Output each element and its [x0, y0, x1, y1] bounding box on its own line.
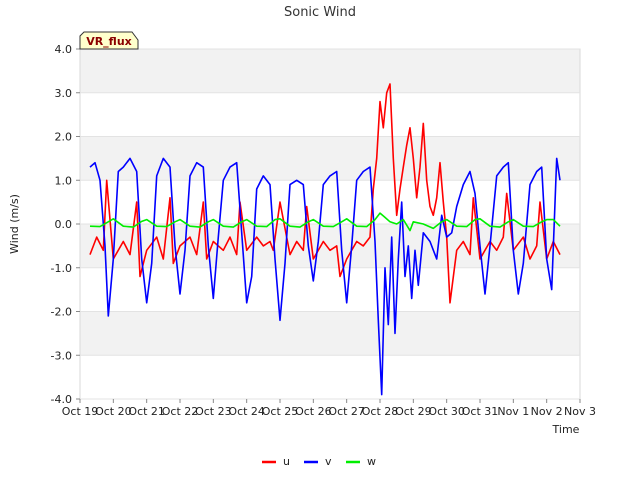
- y-tick-label: 2.0: [55, 131, 73, 144]
- y-axis: 4.0 3.0 2.0 1.0 0.0 -1.0 -2.0 -3.0 -4.0: [51, 43, 580, 406]
- legend: u v w: [262, 455, 376, 468]
- x-tick-label: Oct 29: [395, 405, 432, 418]
- series-lines: [89, 83, 561, 396]
- y-tick-label: 1.0: [55, 174, 73, 187]
- site-badge: VR_flux: [79, 31, 139, 50]
- x-tick-label: Oct 28: [362, 405, 399, 418]
- background-band: [80, 92, 580, 137]
- site-badge-box: [79, 31, 139, 50]
- background-band: [80, 136, 580, 181]
- x-tick-label: Oct 24: [228, 405, 265, 418]
- background-band: [80, 267, 580, 312]
- y-tick-label: 4.0: [55, 43, 73, 56]
- legend-label-u: u: [283, 455, 290, 468]
- background-band: [80, 355, 580, 399]
- series-line-v: [89, 157, 561, 396]
- x-tick-label: Oct 25: [262, 405, 299, 418]
- y-tick-label: -1.0: [51, 262, 72, 275]
- x-tick-label: Oct 20: [95, 405, 132, 418]
- y-tick-label: -4.0: [51, 393, 72, 406]
- background-band: [80, 49, 580, 93]
- background-band: [80, 180, 580, 224]
- x-tick-label: Nov 1: [497, 405, 529, 418]
- x-tick-label: Oct 23: [195, 405, 232, 418]
- x-tick-label: Oct 22: [162, 405, 199, 418]
- chart-title: Sonic Wind: [284, 5, 356, 20]
- series-line-w: [89, 212, 561, 232]
- x-tick-label: Nov 2: [531, 405, 563, 418]
- y-tick-label: -3.0: [51, 349, 72, 362]
- legend-label-v: v: [325, 455, 332, 468]
- y-tick-label: 0.0: [55, 218, 73, 231]
- y-tick-label: -2.0: [51, 306, 72, 319]
- background-bands: [80, 49, 580, 399]
- y-axis-title: Wind (m/s): [8, 194, 21, 254]
- x-tick-label: Oct 27: [328, 405, 365, 418]
- x-tick-label: Oct 31: [462, 405, 499, 418]
- x-tick-label: Oct 21: [128, 405, 165, 418]
- x-tick-label: Nov 3: [564, 405, 596, 418]
- x-axis-title: Time: [552, 423, 580, 436]
- site-badge-label: VR_flux: [86, 35, 132, 48]
- x-tick-label: Oct 19: [62, 405, 99, 418]
- background-band: [80, 311, 580, 356]
- legend-label-w: w: [367, 455, 376, 468]
- series-line-u: [89, 83, 561, 304]
- background-band: [80, 224, 580, 268]
- x-tick-label: Oct 30: [428, 405, 465, 418]
- y-tick-label: 3.0: [55, 87, 73, 100]
- x-tick-label: Oct 26: [295, 405, 332, 418]
